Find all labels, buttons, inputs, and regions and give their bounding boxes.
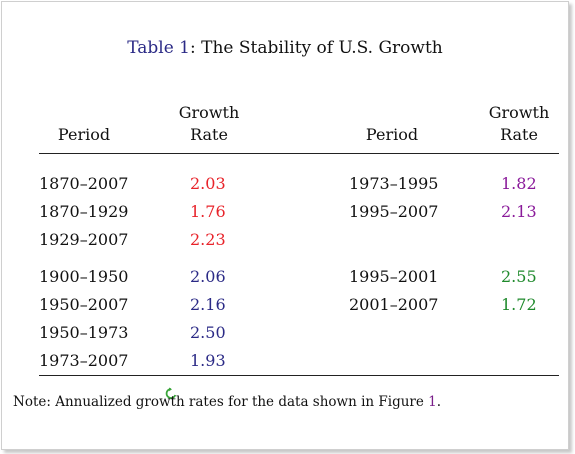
right-row-period: 1973–1995 (349, 174, 439, 193)
table-number: Table 1 (127, 38, 190, 58)
left-row-period: 1950–2007 (39, 295, 129, 314)
left-row-period: 1950–1973 (39, 323, 129, 342)
green-refresh-icon (165, 387, 177, 399)
left-period-header: Period (57, 125, 111, 144)
left-row-rate: 1.76 (190, 202, 226, 221)
table-title: Table 1: The Stability of U.S. Growth (2, 38, 568, 58)
right-row-rate: 2.13 (501, 202, 537, 221)
left-row-rate: 2.16 (190, 295, 226, 314)
left-row-rate: 2.23 (190, 230, 226, 249)
left-row-rate: 2.03 (190, 174, 226, 193)
right-row-period: 1995–2007 (349, 202, 439, 221)
right-row-period: 2001–2007 (349, 295, 439, 314)
right-row-rate: 2.55 (501, 267, 537, 286)
left-growth-header-line1: Growth (178, 103, 240, 122)
table-figure: Table 1: The Stability of U.S. Growth Pe… (1, 1, 569, 450)
right-row-rate: 1.82 (501, 174, 537, 193)
left-row-period: 1973–2007 (39, 351, 129, 370)
left-row-period: 1870–2007 (39, 174, 129, 193)
right-growth-header-line2: Rate (500, 125, 538, 144)
left-row-period: 1929–2007 (39, 230, 129, 249)
right-growth-header-line1: Growth (488, 103, 550, 122)
note-text: Note: Annualized growth rates for the da… (13, 394, 429, 410)
figure-reference[interactable]: 1 (428, 394, 437, 410)
left-row-rate: 1.93 (190, 351, 226, 370)
header-rule (39, 153, 559, 154)
table-note: Note: Annualized growth rates for the da… (13, 394, 441, 410)
bottom-rule (39, 375, 559, 376)
right-period-header: Period (365, 125, 419, 144)
left-row-period: 1870–1929 (39, 202, 129, 221)
right-row-period: 1995–2001 (349, 267, 439, 286)
note-end: . (436, 394, 442, 410)
left-row-rate: 2.06 (190, 267, 226, 286)
table-title-text: : The Stability of U.S. Growth (190, 38, 443, 58)
left-row-rate: 2.50 (190, 323, 226, 342)
left-growth-header-line2: Rate (190, 125, 228, 144)
right-row-rate: 1.72 (501, 295, 537, 314)
left-row-period: 1900–1950 (39, 267, 129, 286)
